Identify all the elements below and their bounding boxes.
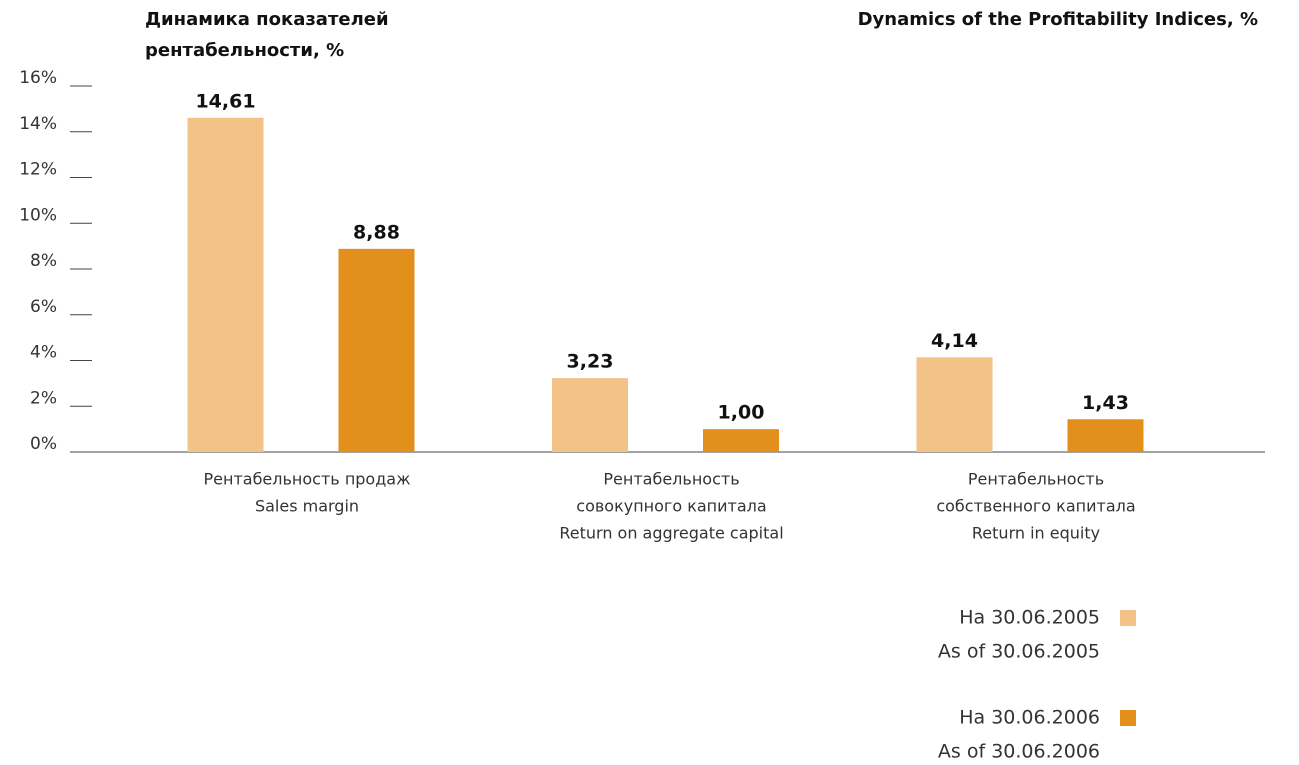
y-tick-label: 8%: [30, 251, 57, 271]
y-tick-label: 10%: [19, 205, 57, 225]
legend-label: На 30.06.2006: [959, 707, 1100, 729]
y-tick-label: 14%: [19, 114, 57, 134]
x-tick-label: совокупного капитала: [576, 497, 766, 516]
y-tick-label: 6%: [30, 297, 57, 317]
legend-swatch: [1120, 610, 1136, 626]
bar: [552, 378, 628, 452]
data-label: 14,61: [195, 90, 255, 112]
data-label: 1,00: [718, 402, 765, 424]
data-label: 4,14: [931, 330, 978, 352]
data-label: 1,43: [1082, 392, 1129, 414]
legend-label: As of 30.06.2006: [938, 741, 1100, 763]
x-tick-label: Sales margin: [255, 497, 359, 516]
legend-label: As of 30.06.2005: [938, 641, 1100, 663]
bar: [916, 357, 993, 452]
legend-swatch: [1120, 710, 1136, 726]
bar: [703, 429, 779, 452]
y-tick-label: 2%: [30, 388, 57, 408]
bar: [187, 117, 264, 452]
y-tick-label: 0%: [30, 434, 57, 454]
y-tick-label: 12%: [19, 160, 57, 180]
chart-title: Динамика показателей: [145, 9, 389, 30]
legend-label: На 30.06.2005: [959, 607, 1100, 629]
x-tick-label: Рентабельность: [603, 470, 739, 489]
bar: [1067, 419, 1144, 452]
y-tick-label: 16%: [19, 68, 57, 88]
x-tick-label: Рентабельность: [968, 470, 1104, 489]
chart-title: рентабельности, %: [145, 40, 344, 61]
data-label: 3,23: [567, 351, 614, 373]
x-tick-label: Return in equity: [972, 524, 1100, 543]
data-label: 8,88: [353, 221, 400, 243]
bar: [338, 248, 415, 452]
y-tick-label: 4%: [30, 343, 57, 363]
chart-title-en: Dynamics of the Profitability Indices, %: [858, 9, 1258, 30]
x-tick-label: собственного капитала: [936, 497, 1135, 516]
x-tick-label: Рентабельность продаж: [203, 470, 410, 489]
x-tick-label: Return on aggregate capital: [559, 524, 783, 543]
